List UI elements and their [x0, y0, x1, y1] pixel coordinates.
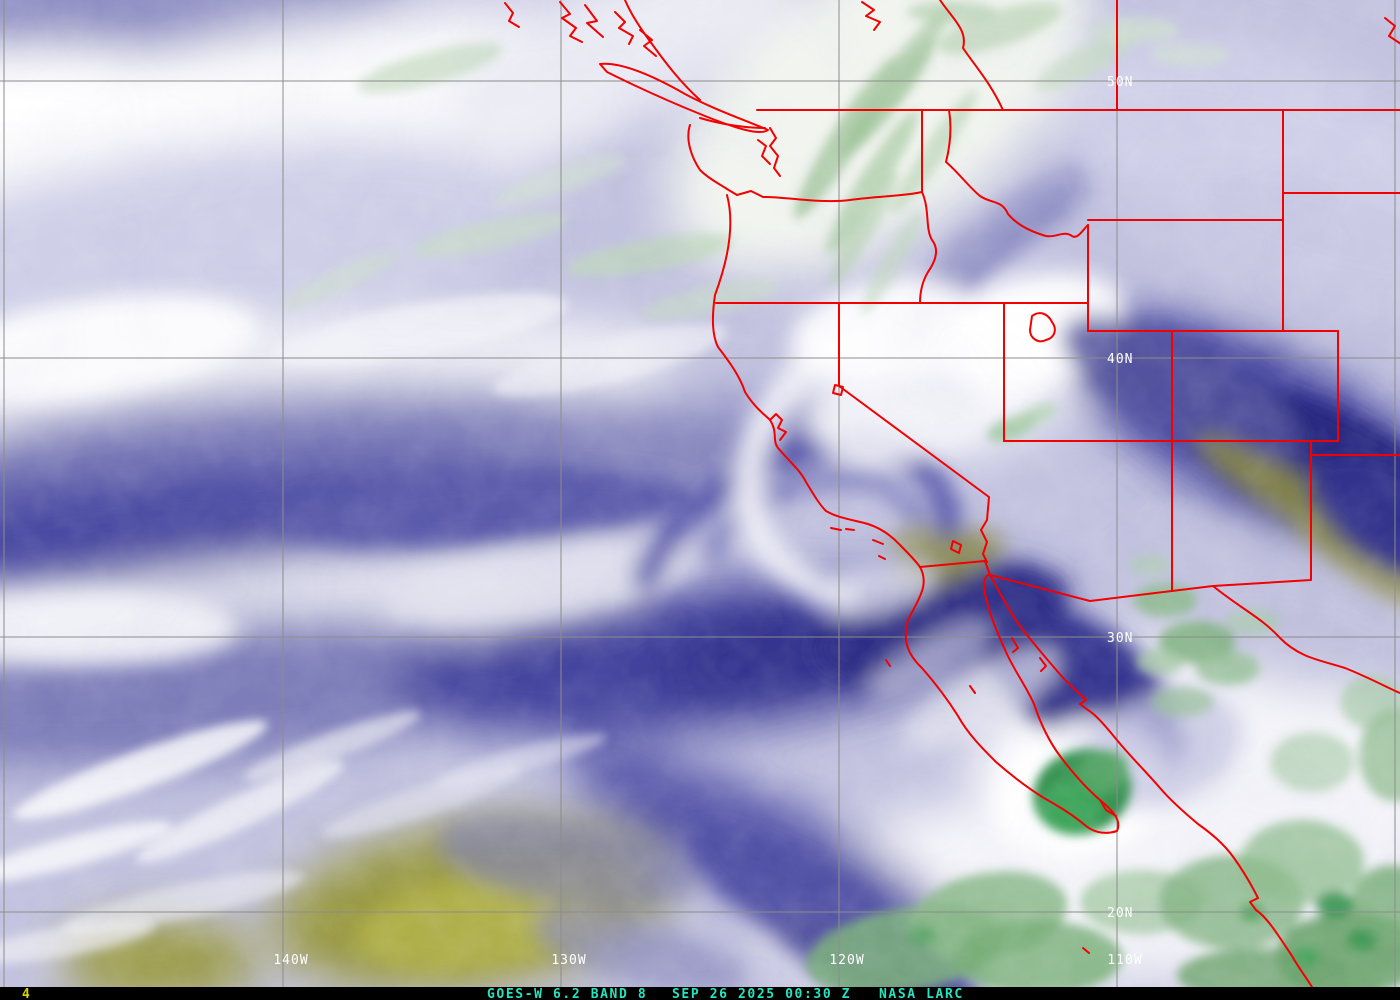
gulf-of-california-islands: [1011, 637, 1047, 672]
california-nevada-border: [838, 302, 990, 563]
lake-tahoe: [832, 384, 844, 396]
frame-number: 4: [22, 987, 31, 1000]
product-caption: GOES-W 6.2 BAND 8: [487, 987, 647, 1000]
longitude-label: 110W: [1107, 953, 1142, 968]
channel-islands: [830, 527, 886, 560]
rio-grande: [1212, 585, 1400, 694]
latitude-label: 50N: [1107, 75, 1133, 90]
great-salt-lake: [1029, 312, 1056, 343]
coordinate-labels: 50N 40N 30N 20N 140W 130W 120W 110W: [273, 75, 1142, 968]
oregon-california-coastline: [712, 194, 921, 568]
san-francisco-bay: [769, 413, 787, 441]
latitude-label: 40N: [1107, 352, 1133, 367]
mexico-mainland-coast: [989, 574, 1313, 988]
vancouver-island: [599, 62, 769, 134]
snake-river-idaho-oregon-border: [919, 191, 938, 304]
washington-coast-columbia-river: [687, 124, 923, 203]
longitude-label: 130W: [551, 953, 586, 968]
puget-sound: [699, 117, 781, 177]
boundary-layer: [504, 0, 1400, 988]
bc-coast-fjords: [504, 0, 1400, 101]
timestamp-caption: SEP 26 2025 00:30 Z: [672, 987, 851, 1000]
salton-sea: [950, 540, 962, 554]
footer-bar: 4 GOES-W 6.2 BAND 8 SEP 26 2025 00:30 Z …: [0, 987, 1400, 1000]
montana-idaho-border: [945, 109, 1089, 238]
longitude-label: 140W: [273, 953, 308, 968]
latitude-label: 30N: [1107, 631, 1133, 646]
new-mexico-texas-border: [1212, 440, 1400, 587]
guadalupe-cedros-islands: [885, 659, 976, 694]
latitude-label: 20N: [1107, 906, 1133, 921]
socorro-island: [1082, 947, 1090, 954]
bc-alberta-border: [939, 0, 1004, 111]
longitude-label: 120W: [829, 953, 864, 968]
baja-california-peninsula: [904, 566, 1120, 834]
credit-caption: NASA LARC: [879, 987, 964, 1000]
